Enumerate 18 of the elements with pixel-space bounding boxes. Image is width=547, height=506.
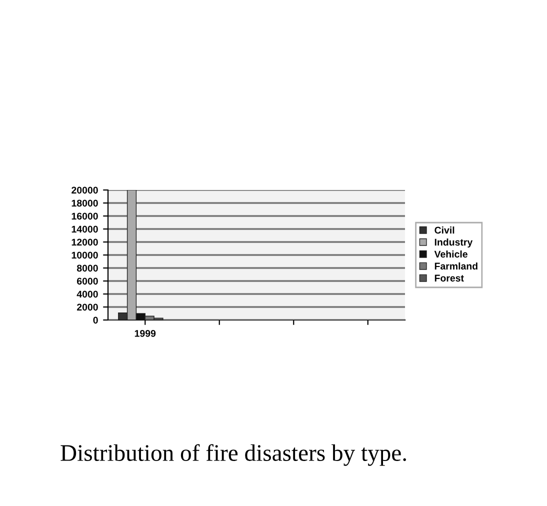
legend-label: Forest (434, 274, 464, 282)
legend-label: Civil (434, 226, 454, 234)
y-tick-label: 10000 (72, 252, 98, 259)
text: Distribution of fire disasters by type. (60, 444, 406, 466)
y-tick-label: 12000 (72, 238, 98, 246)
x-tick-label: 1999 (134, 330, 156, 337)
y-tick-label: 20000 (72, 186, 98, 194)
legend-label: Industry (434, 238, 473, 248)
y-tick-label: 14000 (72, 226, 98, 233)
y-tick-label: 8000 (76, 264, 98, 272)
legend-label: Farmland (434, 262, 478, 270)
y-tick-label: 6000 (77, 278, 98, 285)
y-tick-label: 18000 (72, 200, 98, 207)
y-tick-label: 0 (93, 316, 98, 324)
y-tick-label: 2000 (76, 304, 98, 311)
y-tick-label: 4000 (76, 290, 98, 298)
y-tick-label: 16000 (72, 212, 98, 220)
legend-label: Vehicle (434, 250, 468, 258)
